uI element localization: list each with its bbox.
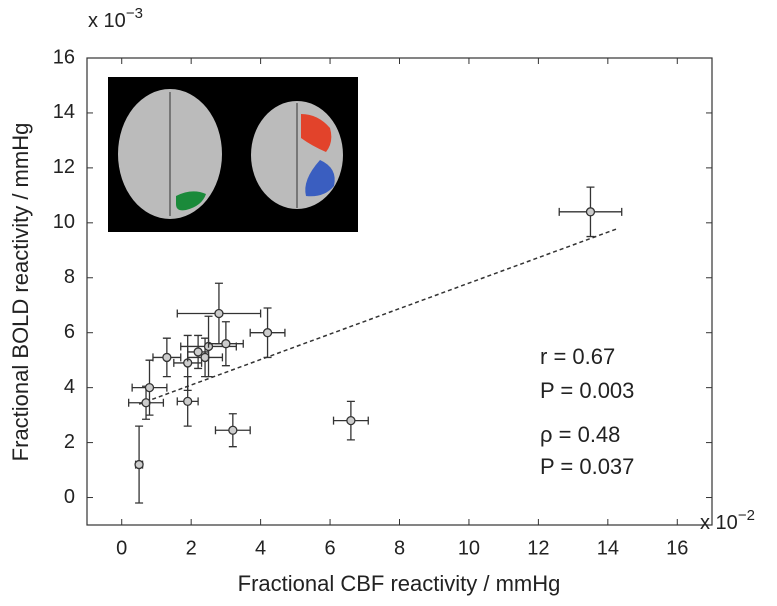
annotation: r = 0.67	[540, 344, 615, 369]
point	[141, 398, 151, 408]
point	[200, 352, 210, 363]
region-green	[176, 191, 206, 211]
y-tick-label: 6	[64, 321, 75, 343]
fit-line	[138, 227, 619, 405]
y-multiplier-base: x 10	[88, 10, 126, 32]
x-tick-label: 8	[394, 537, 405, 559]
region-red	[301, 114, 332, 152]
y-tick-label: 4	[64, 376, 75, 398]
y-tick-label: 0	[64, 486, 75, 508]
region-blue	[305, 160, 335, 197]
point	[214, 308, 224, 319]
x-tick-label: 0	[116, 537, 127, 559]
x-multiplier-base: x 10	[700, 512, 738, 534]
x-tick-label: 14	[597, 537, 619, 559]
annotation: P = 0.003	[540, 378, 634, 403]
point	[144, 382, 155, 393]
y-tick-label: 12	[53, 156, 75, 178]
point	[193, 347, 203, 357]
x-tick-label: 4	[255, 537, 266, 559]
y-multiplier: x 10−3	[88, 5, 143, 32]
annotation: P = 0.037	[540, 454, 634, 479]
annotation: ρ = 0.48	[540, 422, 620, 447]
point	[162, 352, 172, 363]
point	[134, 459, 144, 470]
brain-inset	[108, 77, 358, 232]
y-tick-label: 2	[64, 431, 75, 453]
point	[346, 415, 356, 426]
point	[221, 339, 231, 349]
point	[183, 396, 193, 407]
point	[262, 328, 273, 338]
x-tick-label: 2	[186, 537, 197, 559]
y-tick-label: 8	[64, 266, 75, 288]
x-multiplier-exponent: −2	[738, 507, 755, 524]
y-tick-label: 16	[53, 46, 75, 68]
x-multiplier: x 10−2	[700, 507, 755, 534]
x-tick-label: 10	[458, 537, 480, 559]
point	[228, 425, 238, 435]
x-tick-label: 16	[666, 537, 688, 559]
y-axis-label: Fractional BOLD reactivity / mmHg	[8, 123, 33, 462]
x-tick-label: 6	[324, 537, 335, 559]
y-multiplier-exponent: −3	[126, 5, 143, 22]
y-tick-label: 14	[53, 101, 75, 123]
x-axis-label: Fractional CBF reactivity / mmHg	[238, 571, 561, 596]
point	[585, 207, 596, 217]
x-tick-label: 12	[527, 537, 549, 559]
y-tick-label: 10	[53, 211, 75, 233]
